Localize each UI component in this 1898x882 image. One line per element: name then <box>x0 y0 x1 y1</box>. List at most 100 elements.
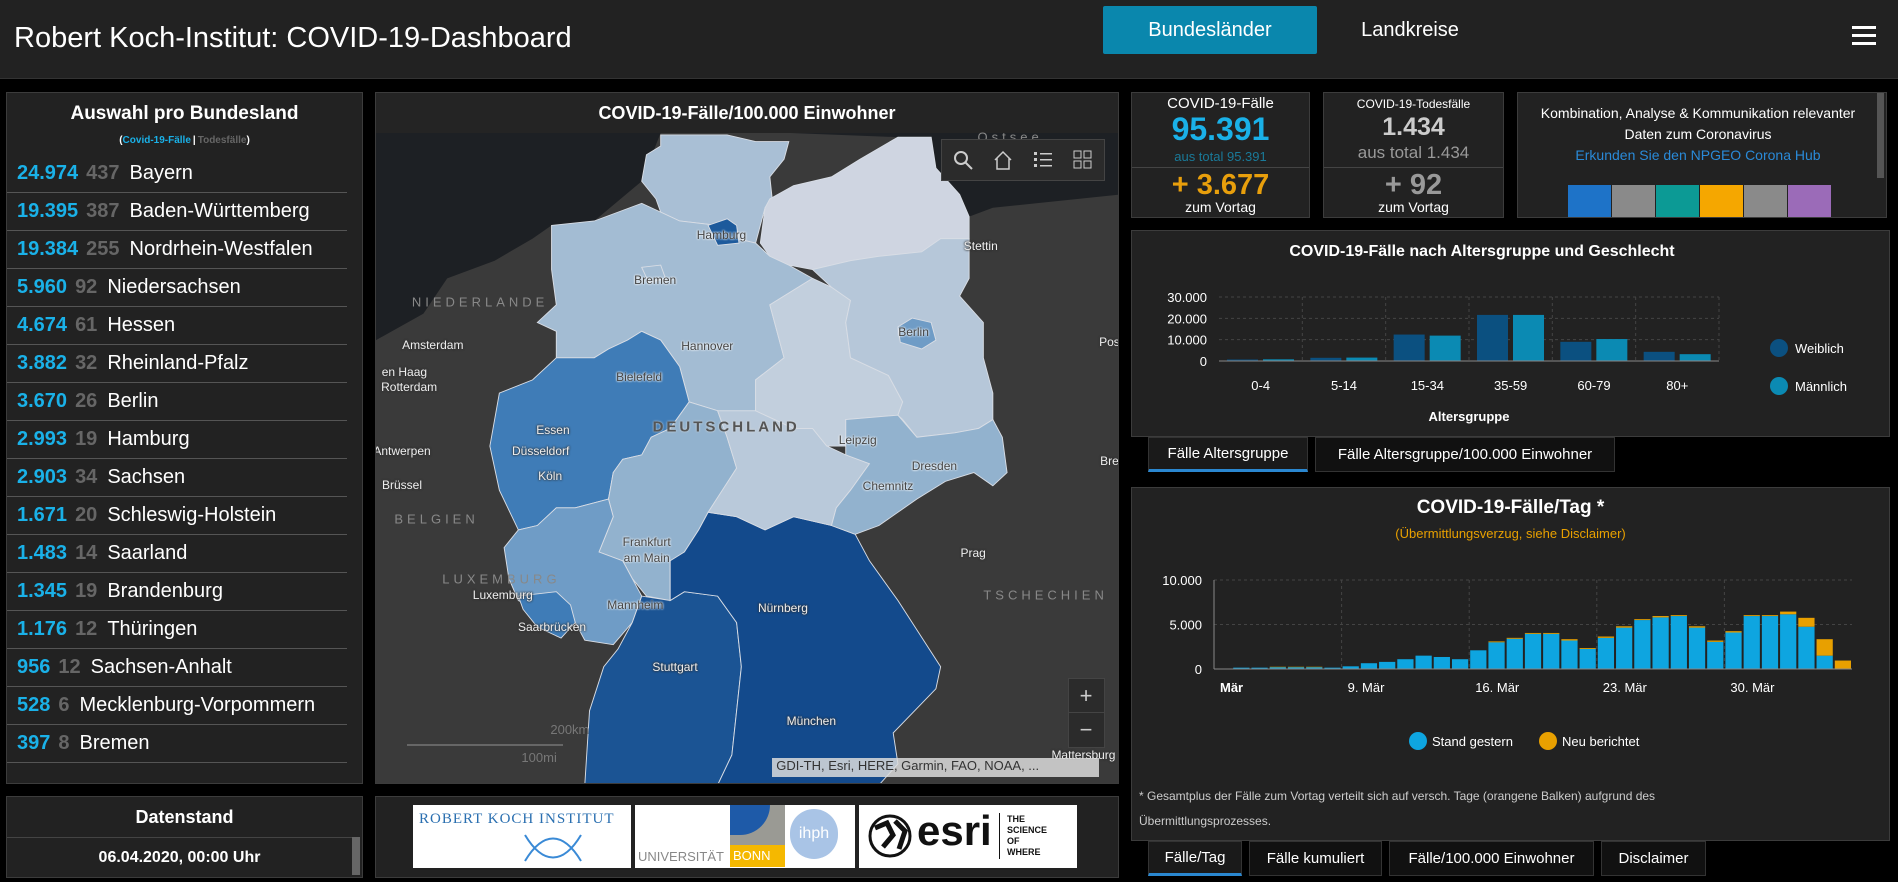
hub-tile-icon[interactable] <box>1656 185 1699 217</box>
daily-bar-stand-gestern <box>1251 667 1268 669</box>
daily-bar-stand-gestern <box>1616 627 1633 669</box>
legend-list-icon[interactable] <box>1032 149 1054 171</box>
daily-bar-stand-gestern <box>1342 666 1359 669</box>
footnote-line-1: * Gesamtplus der Fälle zum Vortag vertei… <box>1139 789 1656 803</box>
y-tick-label: 0 <box>1195 662 1202 677</box>
state-region-sachsen[interactable] <box>830 414 1008 535</box>
age-bar-weiblich <box>1393 334 1425 361</box>
map-label-saarbruecken: Saarbrücken <box>518 620 587 635</box>
daily-bar-neu-berichtet <box>1688 626 1706 628</box>
hub-tile-icon[interactable] <box>1788 185 1831 217</box>
hub-tile-icon[interactable] <box>1744 185 1787 217</box>
tab-faelle-altersgruppe[interactable]: Fälle Altersgruppe <box>1148 437 1308 472</box>
hub-tile-icon[interactable] <box>1700 185 1743 217</box>
map-label-nuernberg: Nürnberg <box>757 600 808 615</box>
daily-bar-stand-gestern <box>1360 663 1378 669</box>
tab-disclaimer[interactable]: Disclaimer <box>1601 841 1706 876</box>
home-icon[interactable] <box>992 149 1014 171</box>
legend-label: Stand gestern <box>1432 734 1513 749</box>
state-region-berlin[interactable] <box>897 317 937 350</box>
deaths-title: COVID-19-Todesfälle <box>1356 97 1471 111</box>
tab-landkreise[interactable]: Landkreise <box>1361 18 1459 41</box>
x-tick-label: 30. Mär <box>1730 680 1775 695</box>
hub-tile-icon[interactable] <box>1612 185 1655 217</box>
state-row[interactable]: 4.674 61 Hessen <box>7 307 347 345</box>
legend-label: Männlich <box>1795 379 1847 394</box>
y-tick-label: 20.000 <box>1167 311 1207 326</box>
state-deaths: 19 <box>75 428 98 450</box>
state-name: Rheinland-Pfalz <box>107 352 249 374</box>
daily-bar-neu-berichtet <box>1652 616 1669 618</box>
state-row[interactable]: 3.882 32 Rheinland-Pfalz <box>7 345 347 383</box>
scrollbar[interactable] <box>1877 93 1884 178</box>
state-cases: 2.903 <box>17 466 68 488</box>
map-label-leipzig: Leipzig <box>838 432 877 447</box>
tab-faelle-tag[interactable]: Fälle/Tag <box>1148 841 1242 876</box>
map-canvas[interactable] <box>376 93 1119 784</box>
map-label-hamburg: Hamburg <box>696 227 747 242</box>
age-bar-männlich <box>1513 314 1544 361</box>
rki-logo[interactable]: ROBERT KOCH INSTITUT <box>413 805 631 868</box>
daily-bar-neu-berichtet <box>1543 632 1560 634</box>
map-title: COVID-19-Fälle/100.000 Einwohner <box>598 103 896 123</box>
hub-icon-strip[interactable] <box>1568 185 1838 217</box>
map-label-stuttgart: Stuttgart <box>652 660 698 675</box>
daily-chart-title: COVID-19-Fälle/Tag * <box>1416 497 1605 518</box>
age-bar-weiblich <box>1560 341 1592 361</box>
state-name: Brandenburg <box>107 580 223 602</box>
legend-swatch <box>1409 732 1427 750</box>
state-row[interactable]: 2.903 34 Sachsen <box>7 459 347 497</box>
state-name: Thüringen <box>107 618 198 640</box>
state-cases: 2.993 <box>17 428 68 450</box>
uni-bonn-logo[interactable]: UNIVERSITÄT BONN ihph <box>635 805 855 868</box>
state-name: Sachsen-Anhalt <box>90 656 232 678</box>
state-row[interactable]: 19.395 387 Baden-Württemberg <box>7 193 347 231</box>
app-header: Robert Koch-Institut: COVID-19-Dashboard… <box>0 0 1898 79</box>
npgeo-hub-link[interactable]: Erkunden Sie den NPGEO Corona Hub <box>1575 147 1821 163</box>
state-row[interactable]: 1.483 14 Saarland <box>7 535 347 573</box>
map-label-mannheim: Mannheim <box>607 598 664 613</box>
state-region-hamburg[interactable] <box>707 218 740 246</box>
tab-faelle-kumuliert[interactable]: Fälle kumuliert <box>1249 841 1382 876</box>
tab-faelle-altersgruppe-100k[interactable]: Fälle Altersgruppe/100.000 Einwohner <box>1315 437 1615 472</box>
hamburger-menu-icon[interactable] <box>1852 26 1876 46</box>
daily-bar-stand-gestern <box>1761 616 1779 669</box>
map-attribution: GDI-TH, Esri, HERE, Garmin, FAO, NOAA, .… <box>772 758 1099 778</box>
state-row[interactable]: 3.670 26 Berlin <box>7 383 347 421</box>
state-row[interactable]: 1.176 12 Thüringen <box>7 611 347 649</box>
state-region-saarland[interactable] <box>517 591 576 639</box>
map-label-frankfurt1: Frankfurt <box>622 534 671 549</box>
state-deaths: 20 <box>75 504 98 526</box>
daily-bar-stand-gestern <box>1306 667 1323 669</box>
hub-text-1: Kombination, Analyse & Kommunikation rel… <box>1540 105 1856 121</box>
state-row[interactable]: 2.993 19 Hamburg <box>7 421 347 459</box>
esri-logo[interactable]: esri THE SCIENCE OF WHERE <box>859 805 1077 868</box>
x-tick-label: 16. Mär <box>1475 680 1520 695</box>
scrollbar[interactable] <box>352 837 360 875</box>
basemap-gallery-icon[interactable] <box>1072 149 1094 171</box>
deaths-value: 1.434 <box>1382 113 1445 141</box>
state-row[interactable]: 19.384 255 Nordrhein-Westfalen <box>7 231 347 269</box>
state-row[interactable]: 1.345 19 Brandenburg <box>7 573 347 611</box>
deaths-delta: + 92 <box>1384 169 1443 201</box>
search-icon[interactable] <box>952 149 974 171</box>
map-label-koeln: Köln <box>538 468 563 483</box>
zoom-out-button[interactable]: − <box>1079 717 1093 743</box>
state-name: Schleswig-Holstein <box>107 504 277 526</box>
state-row[interactable]: 24.974 437 Bayern <box>7 155 347 193</box>
daily-bar-neu-berichtet <box>1597 636 1615 638</box>
state-row[interactable]: 397 8 Bremen <box>7 725 347 763</box>
tab-faelle-100k[interactable]: Fälle/100.000 Einwohner <box>1389 841 1594 876</box>
state-region-bremen[interactable] <box>641 264 667 284</box>
age-bar-weiblich <box>1310 357 1342 361</box>
state-row[interactable]: 528 6 Mecklenburg-Vorpommern <box>7 687 347 725</box>
state-row[interactable]: 1.671 20 Schleswig-Holstein <box>7 497 347 535</box>
state-row[interactable]: 5.960 92 Niedersachsen <box>7 269 347 307</box>
state-cases: 528 <box>17 694 51 716</box>
state-cases: 956 <box>17 656 51 678</box>
zoom-in-button[interactable]: + <box>1068 679 1104 714</box>
age-chart-panel: COVID-19-Fälle nach Altersgruppe und Ges… <box>1131 230 1890 437</box>
tab-bundeslaender[interactable]: Bundesländer <box>1103 6 1317 54</box>
state-row[interactable]: 956 12 Sachsen-Anhalt <box>7 649 347 687</box>
hub-tile-icon[interactable] <box>1568 185 1611 217</box>
